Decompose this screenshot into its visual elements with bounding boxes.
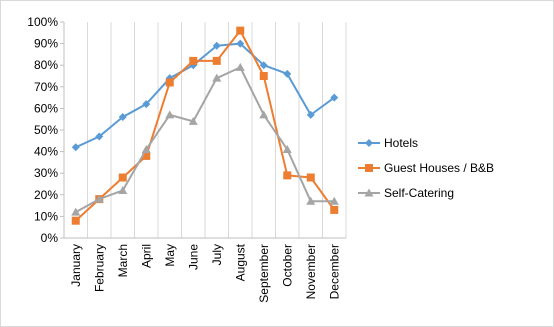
legend: Hotels Guest Houses / B&B Self-Catering <box>358 136 494 200</box>
legend-marker <box>365 164 373 172</box>
data-point <box>95 132 104 141</box>
series-self-catering <box>71 62 339 216</box>
y-tick-label: 50% <box>34 123 58 137</box>
legend-label: Hotels <box>384 136 418 150</box>
x-tick-label: July <box>210 244 224 265</box>
data-point <box>236 26 245 35</box>
y-tick-label: 100% <box>27 15 58 29</box>
y-tick-labels: 0% 10% 20% 30% 40% 50% 60% 70% 80% 90% 100% <box>27 15 58 245</box>
data-point <box>142 151 151 160</box>
data-point <box>188 116 198 125</box>
data-point <box>118 173 127 182</box>
x-tick-label: February <box>92 244 106 292</box>
data-point <box>259 72 268 80</box>
data-point <box>306 173 315 182</box>
series-line <box>75 42 335 149</box>
data-point <box>71 216 80 225</box>
data-point <box>142 100 151 109</box>
data-point <box>283 171 292 180</box>
x-tick-label: June <box>186 244 200 270</box>
x-tick-label: January <box>69 244 83 287</box>
legend-item: Guest Houses / B&B <box>358 161 494 175</box>
data-point <box>236 39 245 48</box>
x-tick-label: December <box>327 244 341 299</box>
x-tick-label: April <box>139 244 153 268</box>
x-tick-label: October <box>280 244 294 287</box>
series-hotels <box>71 39 339 152</box>
y-tick-label: 20% <box>34 188 58 202</box>
data-point <box>212 56 221 65</box>
data-point <box>259 110 269 119</box>
data-point <box>189 56 198 65</box>
y-tick-label: 80% <box>34 58 58 72</box>
y-tick-label: 90% <box>34 37 58 51</box>
data-point <box>330 93 339 102</box>
x-tick-label: November <box>304 244 318 299</box>
axes <box>60 21 346 239</box>
y-tick-label: 10% <box>34 209 58 223</box>
x-tick-label: September <box>257 244 271 303</box>
y-tick-label: 40% <box>34 145 58 159</box>
data-point <box>118 185 128 194</box>
data-point <box>165 78 174 87</box>
data-point <box>71 207 81 216</box>
legend-item: Hotels <box>358 136 418 150</box>
legend-label: Guest Houses / B&B <box>384 161 494 175</box>
data-point <box>330 205 339 214</box>
series-group <box>71 26 339 225</box>
x-tick-label: May <box>163 244 177 267</box>
data-point <box>283 69 292 78</box>
series-line <box>75 66 335 213</box>
legend-item: Self-Catering <box>358 186 454 200</box>
y-tick-label: 0% <box>41 231 59 245</box>
legend-label: Self-Catering <box>384 186 454 200</box>
data-point <box>259 61 268 70</box>
y-tick-label: 60% <box>34 101 58 115</box>
data-point <box>235 62 245 71</box>
data-point <box>118 113 127 122</box>
y-tick-label: 30% <box>34 166 58 180</box>
data-point <box>282 144 292 153</box>
legend-marker <box>364 188 374 197</box>
data-point <box>71 143 80 152</box>
x-tick-label: August <box>233 243 247 281</box>
y-tick-label: 70% <box>34 80 58 94</box>
legend-marker <box>365 139 373 147</box>
data-point <box>94 194 104 203</box>
gridlines <box>87 22 347 238</box>
data-point <box>165 110 175 119</box>
x-tick-labels: January February March April May June July Augu… <box>69 243 342 302</box>
data-point <box>306 110 315 119</box>
data-point <box>306 196 316 205</box>
x-tick-label: March <box>116 244 130 277</box>
data-point <box>212 73 222 82</box>
data-point <box>141 144 151 153</box>
data-point <box>329 196 339 205</box>
data-point <box>212 41 221 50</box>
